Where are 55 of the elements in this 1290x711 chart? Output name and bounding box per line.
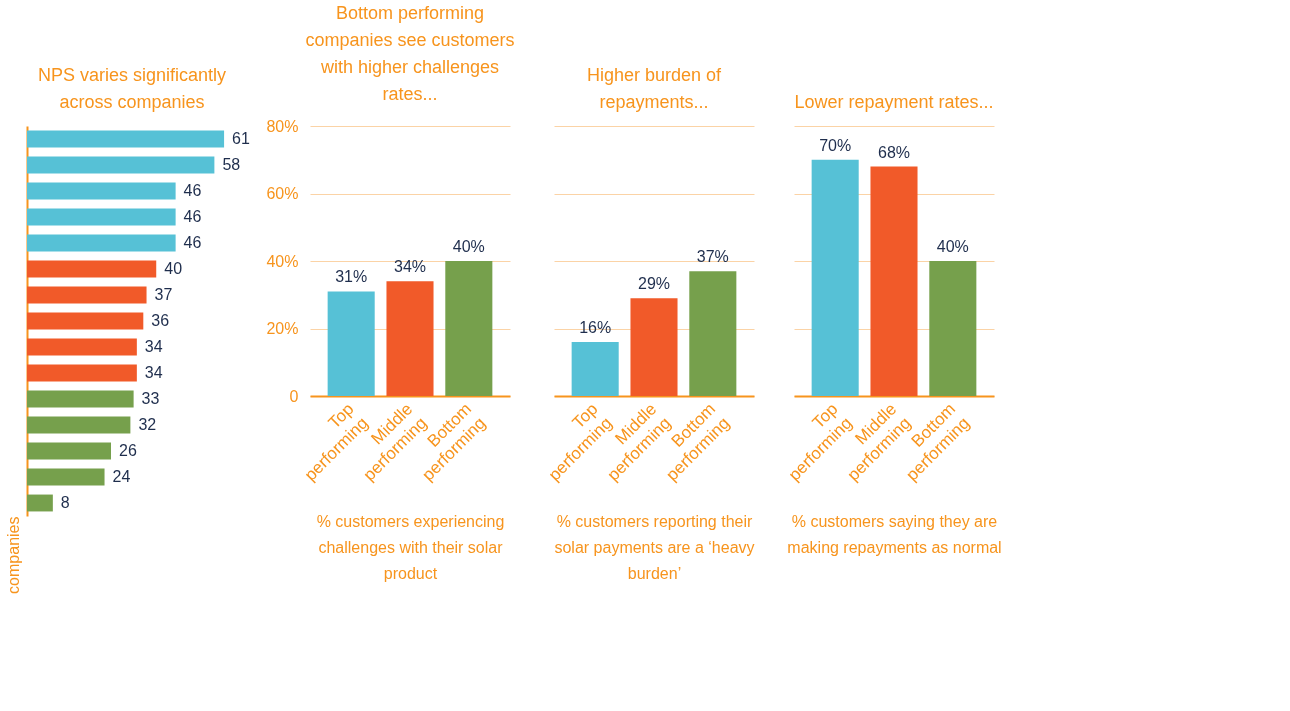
data-label: 61 [232, 130, 250, 147]
data-label: 70% [819, 136, 852, 154]
bar [27, 364, 137, 382]
y-axis-title: companies [4, 516, 22, 594]
data-label: 40% [452, 238, 485, 255]
data-label: 8 [60, 494, 70, 511]
bar [27, 156, 215, 174]
bar [27, 312, 144, 330]
x-axis-title: % customers reporting their solar payments are a ‘heavy burden’ [554, 512, 755, 582]
y-tick-label: 40% [266, 252, 299, 270]
data-label: 31% [335, 268, 368, 286]
data-label: 40% [936, 238, 969, 255]
bar [27, 390, 134, 408]
data-label: 46 [183, 182, 202, 199]
bar [27, 494, 53, 512]
y-tick-label: 20% [266, 320, 299, 337]
data-label: 34% [393, 258, 427, 276]
data-label: 26 [119, 442, 137, 459]
x-axis-title: % customers saying they are making repayments as normal [787, 512, 1002, 556]
chart-title: Bottom performing companies see customers with higher challenges rates... [305, 3, 515, 104]
bar [27, 182, 176, 200]
bar [27, 260, 157, 278]
data-label: 68% [877, 143, 911, 161]
data-label: 32 [138, 416, 157, 433]
data-label: 29% [637, 275, 671, 293]
data-label: 58 [222, 156, 241, 173]
bar [27, 234, 176, 252]
x-axis-title: % customers experiencing challenges with their solar product [316, 512, 505, 582]
data-label: 46 [183, 208, 202, 225]
chart-title: Lower repayment rates... [794, 92, 994, 112]
bar [27, 208, 176, 226]
data-label: 16% [579, 319, 612, 336]
chart-title: NPS varies significantly across companies [37, 65, 227, 112]
data-label: 37% [696, 248, 729, 266]
data-label: 36 [151, 312, 170, 329]
data-label: 34 [144, 338, 163, 355]
bar [27, 130, 225, 148]
data-label: 34 [144, 364, 163, 381]
data-label: 33 [141, 390, 160, 407]
bar [445, 261, 493, 396]
bar [27, 442, 111, 460]
y-tick-label: 60% [266, 185, 299, 202]
data-label: 40 [164, 260, 183, 277]
bar [327, 291, 375, 396]
bar [27, 286, 147, 304]
bar [27, 416, 131, 434]
y-tick-label: 80% [266, 117, 299, 135]
bar [27, 338, 137, 356]
bar [386, 281, 434, 396]
y-tick-label: 0 [289, 387, 299, 405]
bar [27, 468, 105, 486]
data-label: 37 [154, 286, 173, 303]
chart-title: Higher burden of repayments... [586, 65, 723, 112]
data-label: 24 [112, 468, 131, 485]
data-label: 46 [183, 234, 202, 251]
